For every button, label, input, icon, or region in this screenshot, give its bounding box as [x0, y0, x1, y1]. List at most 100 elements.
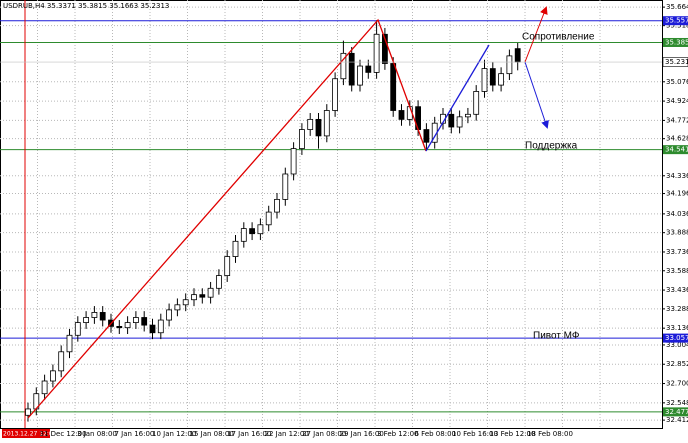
level-label-box [663, 145, 688, 155]
y-tick-label: 33.8880 [666, 229, 688, 237]
candle-body [91, 312, 98, 318]
candle-body [506, 55, 513, 75]
x-tick-label: 3 Jan 08:00 [77, 430, 117, 438]
x-tick-label: 3 Feb 12:00 [377, 430, 418, 438]
candle-body [481, 68, 488, 92]
x-tick-label: 31 Dec 12:00 [40, 430, 87, 438]
candle-body [365, 65, 372, 73]
candle-body [215, 275, 222, 289]
y-tick-label: 33.7360 [666, 248, 688, 256]
candle-body [514, 48, 521, 63]
y-tick-label: 32.8520 [666, 360, 688, 368]
y-tick-label: 33.1360 [666, 324, 688, 332]
candle-body [489, 68, 496, 86]
x-label-box [2, 429, 50, 438]
x-tick-label: 10 Jan 12:00 [152, 430, 196, 438]
candle-body [83, 317, 89, 323]
level-label: 34.5418 [665, 146, 688, 154]
trend-line [27, 18, 427, 419]
y-tick-label: 35.0760 [666, 78, 688, 86]
level-label-box [663, 407, 688, 417]
level-label: 32.4770 [665, 408, 688, 416]
candle-body [473, 91, 480, 115]
candle-body [357, 65, 363, 86]
x-tick-label: 10 Feb 16:00 [452, 430, 498, 438]
candle-body [174, 304, 181, 311]
candle-body [207, 287, 214, 298]
candle-body [423, 129, 430, 143]
candle-body [157, 319, 164, 334]
candle-body [41, 380, 48, 395]
price-label-box [662, 57, 688, 67]
candle-body [124, 322, 131, 329]
x-tick-label: 2013.12.27 12:00 [3, 431, 57, 438]
candle-body [240, 228, 247, 242]
candle-body [265, 211, 272, 226]
y-tick-label: 33.5880 [666, 267, 688, 275]
x-tick-label: 6 Feb 08:00 [415, 430, 456, 438]
level-label-box [663, 333, 688, 343]
y-tick-label: 34.7720 [666, 116, 688, 124]
y-tick-label: 33.4360 [666, 286, 688, 294]
y-tick-label: 34.6280 [666, 135, 688, 143]
arrow-down [524, 61, 549, 129]
candle-body [50, 370, 56, 382]
chart-title: USDRUB,H4 35.3371 35.3815 35.1663 35.231… [3, 2, 169, 10]
candle-body [340, 52, 347, 80]
candle-body [249, 228, 256, 235]
candle-body [58, 351, 65, 372]
x-tick-label: 7 Jan 16:00 [115, 430, 155, 438]
y-tick-label: 34.0360 [666, 210, 688, 218]
candle-body [132, 317, 139, 323]
candle-body [141, 317, 148, 326]
annotation: Сопротивление [522, 32, 595, 43]
level-label: 35.5570 [665, 17, 688, 25]
x-tick-label: 15 Jan 08:00 [190, 430, 234, 438]
candle-body [348, 52, 355, 86]
candle-body [99, 312, 106, 321]
candle-body [315, 118, 322, 137]
level-label-box [663, 37, 688, 47]
plot-frame [0, 0, 663, 429]
candle-body [464, 113, 471, 118]
y-tick-label: 34.3360 [666, 172, 688, 180]
candle-body [290, 148, 297, 175]
candle-body [149, 324, 156, 334]
x-tick-label: 22 Jan 12:00 [265, 430, 309, 438]
x-tick-label: 29 Jan 16:00 [340, 430, 384, 438]
candle-body [199, 294, 206, 298]
level-label: 33.0579 [665, 334, 688, 342]
candle-body [274, 198, 280, 213]
candle-body [257, 224, 264, 235]
candle-body [224, 256, 231, 276]
candle-body [116, 325, 123, 329]
y-tick-label: 35.5180 [666, 22, 688, 30]
candle-body [307, 118, 314, 130]
y-tick-label: 34.1960 [666, 190, 688, 198]
candle-body [74, 322, 81, 336]
x-tick-label: 18 Feb 08:00 [527, 430, 573, 438]
candle-body [381, 33, 388, 64]
y-tick-label: 32.5480 [666, 399, 688, 407]
y-tick-label: 34.9240 [666, 97, 688, 105]
candle-body [282, 173, 289, 200]
candle-body [191, 294, 197, 301]
annotation: Поддержка [525, 141, 578, 152]
trend-line [425, 44, 490, 152]
candle-body [182, 299, 189, 306]
candle-body [398, 110, 405, 120]
candle-body [166, 309, 173, 321]
candle-body [25, 408, 31, 416]
candle-body [390, 63, 397, 111]
candle-body [498, 73, 505, 86]
candle-body [323, 110, 330, 137]
candle-body [232, 240, 239, 257]
y-tick-label: 33.2880 [666, 305, 688, 313]
candle-body [298, 129, 305, 149]
y-tick-label: 33.0040 [666, 341, 688, 349]
candle-body [456, 116, 463, 128]
x-tick-label: 13 Feb 12:00 [490, 430, 536, 438]
price-label: 35.2313 [665, 58, 688, 66]
